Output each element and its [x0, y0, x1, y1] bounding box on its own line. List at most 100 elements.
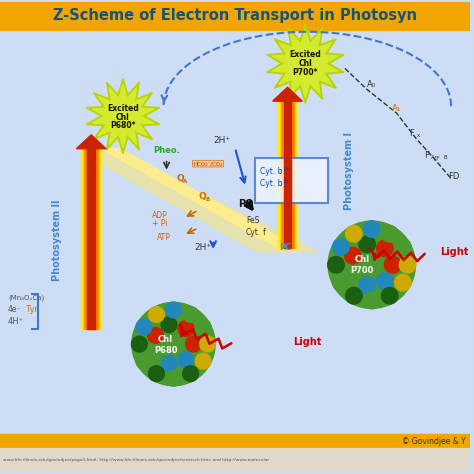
Bar: [0, 448, 470, 472]
Text: 2H⁺: 2H⁺: [194, 244, 211, 253]
Text: F: F: [424, 151, 429, 160]
Circle shape: [147, 345, 164, 361]
Bar: [283, 101, 292, 248]
Text: Photosystem II: Photosystem II: [53, 199, 63, 281]
Circle shape: [359, 236, 375, 253]
Circle shape: [165, 336, 182, 352]
Bar: [87, 149, 95, 329]
Bar: [84, 149, 98, 329]
Circle shape: [132, 302, 215, 386]
Circle shape: [148, 307, 164, 322]
Text: Cyt. b: Cyt. b: [260, 167, 282, 176]
Text: Light: Light: [293, 337, 322, 347]
Text: + Pi: + Pi: [152, 219, 167, 228]
Text: A₁: A₁: [392, 104, 401, 113]
Circle shape: [195, 319, 211, 335]
Text: HCO₃⁻/CO₂: HCO₃⁻/CO₂: [193, 161, 223, 166]
Text: PQ: PQ: [238, 198, 254, 208]
Text: (Mn₄OₓCa): (Mn₄OₓCa): [8, 294, 44, 301]
Circle shape: [328, 256, 344, 273]
Circle shape: [165, 370, 182, 386]
Circle shape: [346, 226, 362, 242]
Text: Light: Light: [440, 247, 468, 257]
Circle shape: [131, 336, 147, 352]
Text: Cyt. b: Cyt. b: [260, 179, 282, 188]
Circle shape: [195, 353, 211, 369]
Circle shape: [161, 356, 177, 372]
FancyBboxPatch shape: [255, 158, 328, 203]
Text: Q: Q: [198, 192, 206, 201]
Text: 6H: 6H: [283, 167, 291, 172]
Text: Photosystem I: Photosystem I: [344, 132, 354, 210]
Text: B: B: [205, 197, 210, 202]
Polygon shape: [101, 149, 297, 248]
Text: Q: Q: [176, 174, 184, 183]
Circle shape: [136, 319, 152, 335]
Bar: [0, 30, 470, 434]
Circle shape: [359, 277, 375, 293]
Circle shape: [382, 226, 398, 242]
Circle shape: [185, 336, 201, 352]
Text: A: A: [431, 155, 435, 160]
Text: A₀: A₀: [367, 80, 376, 89]
Circle shape: [332, 238, 349, 255]
Circle shape: [346, 287, 362, 304]
Text: www.life.illinois.edu/govindjee/page3.html; http://www.life.illinois.edu/govindj: www.life.illinois.edu/govindjee/page3.ht…: [3, 458, 269, 462]
Polygon shape: [273, 87, 302, 101]
Circle shape: [148, 366, 164, 382]
Text: ATP: ATP: [156, 233, 171, 241]
Circle shape: [394, 238, 411, 255]
Text: ADP: ADP: [152, 210, 167, 219]
Text: FD: FD: [448, 172, 459, 181]
Circle shape: [165, 302, 182, 318]
Circle shape: [178, 320, 194, 337]
Text: /F: /F: [434, 155, 440, 160]
Text: P700: P700: [350, 266, 374, 275]
Text: f: f: [263, 228, 265, 237]
Circle shape: [161, 317, 177, 332]
Circle shape: [147, 328, 164, 343]
Circle shape: [364, 221, 380, 237]
Text: 6L: 6L: [283, 179, 290, 184]
Text: P700*: P700*: [292, 68, 318, 77]
Polygon shape: [267, 24, 344, 103]
Text: Chl: Chl: [158, 335, 173, 344]
Text: Cyt.: Cyt.: [246, 228, 261, 237]
Bar: [82, 149, 101, 329]
Text: Chl: Chl: [354, 255, 369, 264]
Text: Tyr: Tyr: [24, 305, 37, 314]
Circle shape: [394, 274, 411, 291]
Text: Excited: Excited: [290, 50, 321, 59]
Text: A: A: [183, 179, 188, 184]
Circle shape: [384, 256, 401, 273]
Circle shape: [200, 336, 216, 352]
Text: B: B: [443, 155, 447, 160]
Text: Excited: Excited: [107, 104, 139, 113]
Text: 4e⁻: 4e⁻: [8, 305, 21, 314]
Circle shape: [376, 240, 393, 257]
Polygon shape: [273, 30, 338, 97]
Text: 4H⁺: 4H⁺: [8, 317, 24, 326]
Text: 2H⁺: 2H⁺: [213, 137, 230, 146]
Circle shape: [328, 221, 415, 309]
Polygon shape: [76, 135, 106, 149]
Circle shape: [345, 265, 361, 282]
Text: Pheo.: Pheo.: [154, 146, 181, 155]
Circle shape: [364, 292, 380, 309]
Bar: [281, 101, 294, 248]
Text: FeS: FeS: [246, 216, 259, 225]
Text: Chl: Chl: [116, 112, 130, 121]
Text: PC: PC: [280, 244, 292, 253]
Polygon shape: [86, 78, 160, 154]
Circle shape: [136, 353, 152, 369]
Circle shape: [364, 256, 380, 273]
Polygon shape: [92, 84, 154, 148]
Circle shape: [182, 307, 199, 322]
Text: P680*: P680*: [110, 121, 136, 130]
Text: © Govindjee & Y: © Govindjee & Y: [402, 437, 466, 446]
Text: Z-Scheme of Electron Transport in Photosyn: Z-Scheme of Electron Transport in Photos…: [53, 9, 417, 23]
Bar: [278, 101, 297, 248]
Text: F: F: [410, 129, 414, 138]
Circle shape: [332, 274, 349, 291]
Circle shape: [182, 366, 199, 382]
